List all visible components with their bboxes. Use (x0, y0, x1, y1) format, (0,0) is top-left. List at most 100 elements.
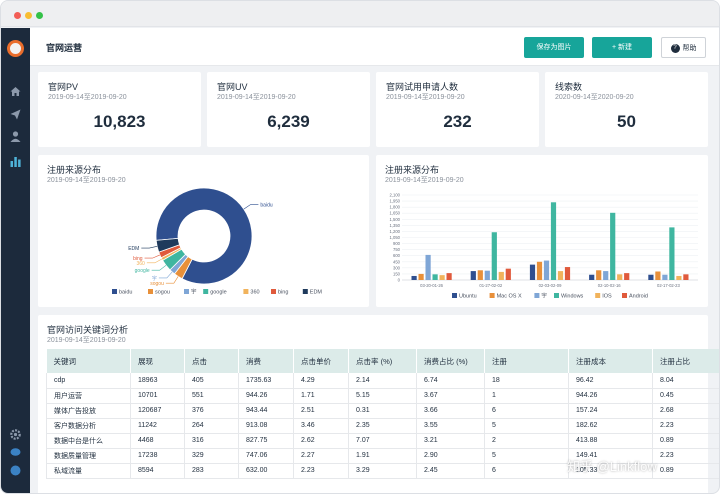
minimize-window-icon[interactable] (25, 12, 32, 19)
table-cell: 11242 (130, 418, 185, 434)
bar-chart-icon[interactable] (9, 155, 22, 168)
donut-label-line (243, 204, 259, 210)
bar-2-5[interactable] (564, 267, 571, 280)
stat-card-trial-applicants: 官网试用申请人数 2019-09-14至2019-09-20 232 (376, 72, 539, 147)
y-tick-label: 1,350 (390, 223, 401, 228)
bar-4-2[interactable] (662, 274, 668, 280)
table-row[interactable]: 数据中台是什么 4468 316 827.75 2.62 7.07 3.21 2 413.88 0… (46, 433, 719, 449)
bar-1-5[interactable] (505, 268, 511, 280)
keyword-table: 关键词 展现 点击 消费 点击单价 点击率 (%) 消费占比 (%) 注册 注册成本 注册占比 c… (46, 349, 719, 479)
column-header[interactable]: 展现 (130, 349, 185, 373)
home-icon[interactable] (9, 85, 22, 98)
chat-icon[interactable] (9, 446, 22, 459)
table-row[interactable]: 用户运营 10701 551 944.26 1.71 5.15 3.67 1 944.26 0.4… (46, 388, 719, 404)
column-header[interactable]: 注册 (484, 349, 569, 373)
sidebar (1, 28, 30, 493)
table-cell: 149.41 (568, 448, 653, 464)
y-tick-label: 600 (393, 253, 401, 258)
donut-slice-0[interactable] (155, 187, 253, 285)
table-cell: 1.71 (293, 388, 349, 404)
column-header[interactable]: 关键词 (46, 349, 131, 373)
table-cell: 数据质量管理 (46, 448, 131, 464)
column-header[interactable]: 消费 (238, 349, 294, 373)
table-cell: 632.00 (238, 463, 294, 479)
donut-slice-label: 宇 (152, 275, 157, 282)
save-as-image-button[interactable]: 保存为图片 (524, 37, 584, 58)
table-cell: 747.06 (238, 448, 294, 464)
send-icon[interactable] (9, 108, 22, 121)
bar-0-3[interactable] (432, 274, 438, 280)
bar-4-1[interactable] (655, 271, 661, 281)
user-avatar-icon[interactable] (9, 464, 22, 477)
bar-2-2[interactable] (543, 260, 550, 280)
bar-4-4[interactable] (676, 275, 682, 280)
bar-1-1[interactable] (477, 270, 483, 280)
bar-2-4[interactable] (557, 271, 564, 280)
bar-0-0[interactable] (411, 275, 417, 280)
bar-4-3[interactable] (669, 227, 675, 280)
table-cell: 2.23 (293, 463, 349, 479)
table-cell: 6 (484, 403, 569, 419)
bar-4-5[interactable] (683, 274, 689, 280)
bar-2-3[interactable] (550, 202, 557, 280)
stat-title: 线索数 (555, 82, 583, 92)
bar-1-0[interactable] (470, 271, 476, 280)
y-tick-label: 1,050 (390, 235, 401, 240)
table-cell: 4468 (130, 433, 185, 449)
bar-0-5[interactable] (446, 273, 452, 280)
table-cell: cdp (46, 373, 131, 389)
column-header[interactable]: 注册成本 (568, 349, 653, 373)
bar-4-0[interactable] (648, 274, 654, 280)
maximize-window-icon[interactable] (36, 12, 43, 19)
bar-3-1[interactable] (596, 270, 602, 280)
close-window-icon[interactable] (14, 12, 21, 19)
column-header[interactable]: 点击 (184, 349, 239, 373)
new-button[interactable]: + 新建 (592, 37, 652, 58)
gear-icon[interactable] (9, 428, 22, 441)
donut-label-line (151, 265, 167, 271)
table-cell: 405 (184, 373, 239, 389)
bar-3-4[interactable] (617, 274, 623, 280)
legend-label: 宇 (541, 292, 547, 300)
bar-2-1[interactable] (536, 261, 543, 280)
table-row[interactable]: 客户数据分析 11242 264 913.08 3.46 2.35 3.55 5 182.62 2… (46, 418, 719, 434)
x-tick-label: 02-17-02-23 (657, 283, 680, 288)
table-row[interactable]: 私域流量 8594 283 632.00 2.23 3.29 2.45 6 105.33 0.89 (46, 463, 719, 479)
table-cell: 2.23 (652, 448, 719, 464)
bar-3-3[interactable] (610, 212, 616, 280)
column-header[interactable]: 点击率 (%) (348, 349, 417, 373)
help-icon: ? (670, 43, 680, 53)
legend-label: Android (629, 294, 648, 300)
table-row[interactable]: cdp 18963 405 1735.63 4.29 2.14 6.74 18 96.42 8.0… (46, 373, 719, 389)
stat-date: 2020-09-14至2020-09-20 (555, 94, 634, 101)
legend-swatch (148, 289, 153, 294)
help-button[interactable]: ? 帮助 (661, 37, 706, 58)
table-cell: 2.14 (348, 373, 417, 389)
table-cell: 用户运营 (46, 388, 131, 404)
column-header[interactable]: 注册占比 (652, 349, 719, 373)
table-cell: 1735.63 (238, 373, 294, 389)
column-header[interactable]: 点击单价 (293, 349, 349, 373)
bar-1-4[interactable] (498, 271, 504, 280)
bar-0-4[interactable] (439, 275, 445, 280)
table-cell: 264 (184, 418, 239, 434)
bar-1-2[interactable] (484, 270, 490, 280)
bar-0-2[interactable] (425, 254, 431, 280)
bar-3-2[interactable] (603, 271, 609, 280)
donut-slice-6[interactable] (155, 237, 181, 253)
table-row[interactable]: 媒体广告投放 120687 376 943.44 2.51 0.31 3.66 6 157.24… (46, 403, 719, 419)
y-tick-label: 750 (393, 247, 401, 252)
bar-1-3[interactable] (491, 232, 497, 280)
y-tick-label: 1,800 (390, 205, 401, 210)
bar-3-0[interactable] (589, 274, 595, 280)
app-logo-icon[interactable] (7, 40, 24, 57)
bar-2-0[interactable] (529, 264, 536, 280)
bar-3-5[interactable] (624, 273, 630, 280)
column-header[interactable]: 消费占比 (%) (416, 349, 485, 373)
user-icon[interactable] (9, 130, 22, 143)
table-cell: 8594 (130, 463, 185, 479)
bar-0-1[interactable] (418, 273, 424, 280)
table-row[interactable]: 数据质量管理 17238 329 747.06 2.27 1.91 2.90 5 149.41 2… (46, 448, 719, 464)
donut-label-line (146, 258, 163, 264)
